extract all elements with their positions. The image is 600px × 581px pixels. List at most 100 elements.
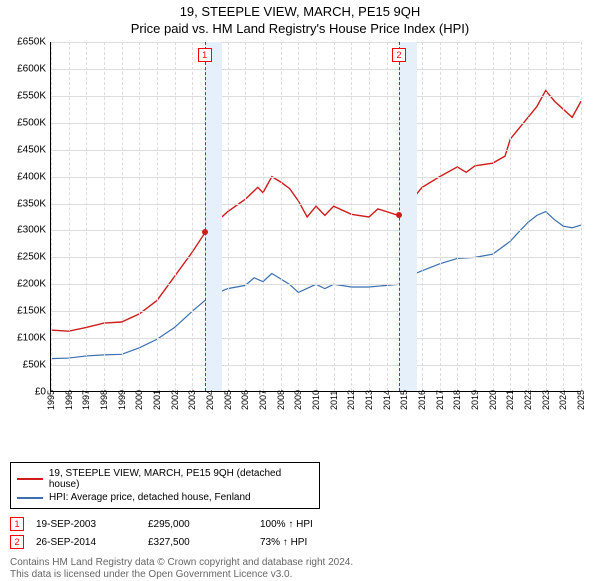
gridline-v <box>475 42 476 391</box>
footer: Contains HM Land Registry data © Crown c… <box>10 557 590 581</box>
sale-row: 2 26-SEP-2014 £327,500 73% ↑ HPI <box>10 533 590 551</box>
sale-price: £295,000 <box>148 519 248 530</box>
x-tick-label: 2021 <box>505 390 515 410</box>
gridline-v <box>51 42 52 391</box>
y-tick-label: £200K <box>17 279 46 290</box>
gridline-v <box>563 42 564 391</box>
gridline-v <box>298 42 299 391</box>
gridline-v <box>192 42 193 391</box>
sales-table: 119-SEP-2003£295,000100% ↑ HPI226-SEP-20… <box>10 515 590 551</box>
legend-swatch <box>17 478 43 480</box>
gridline-v <box>139 42 140 391</box>
sale-price: £327,500 <box>148 537 248 548</box>
y-tick-label: £450K <box>17 144 46 155</box>
legend-label: HPI: Average price, detached house, Fenl… <box>49 492 251 503</box>
sale-index-box: 2 <box>10 535 24 549</box>
page-subtitle: Price paid vs. HM Land Registry's House … <box>10 21 590 36</box>
y-tick-label: £300K <box>17 225 46 236</box>
x-tick-label: 2000 <box>134 390 144 410</box>
x-tick-label: 2017 <box>435 390 445 410</box>
x-tick-label: 2011 <box>329 391 339 410</box>
y-tick-label: £250K <box>17 252 46 263</box>
y-tick-label: £0 <box>35 387 46 398</box>
gridline-v <box>387 42 388 391</box>
footer-line1: Contains HM Land Registry data © Crown c… <box>10 557 590 569</box>
footer-line2: This data is licensed under the Open Gov… <box>10 569 590 581</box>
gridline-v <box>86 42 87 391</box>
sale-date: 19-SEP-2003 <box>36 519 136 530</box>
gridline-v <box>69 42 70 391</box>
x-tick-label: 1996 <box>64 390 74 410</box>
legend: 19, STEEPLE VIEW, MARCH, PE15 9QH (detac… <box>10 462 320 509</box>
sale-index-box: 1 <box>10 517 24 531</box>
sale-row: 119-SEP-2003£295,000100% ↑ HPI <box>10 515 590 533</box>
sale-dot <box>396 212 402 218</box>
x-tick-label: 2004 <box>205 390 215 410</box>
y-tick-label: £550K <box>17 90 46 101</box>
plot-area: 12 <box>50 42 580 392</box>
y-tick-label: £400K <box>17 171 46 182</box>
chart: £0 £50K £100K £150K £200K £250K £300K £350K £400… <box>10 42 590 412</box>
gridline-v <box>281 42 282 391</box>
gridline-v <box>369 42 370 391</box>
gridline-v <box>546 42 547 391</box>
sale-vline <box>205 42 206 391</box>
x-tick-label: 2015 <box>399 390 409 410</box>
page-title: 19, STEEPLE VIEW, MARCH, PE15 9QH <box>10 4 590 19</box>
gridline-v <box>122 42 123 391</box>
x-tick-label: 2001 <box>152 390 162 410</box>
x-tick-label: 2009 <box>293 390 303 410</box>
sale-band <box>205 42 223 391</box>
gridline-v <box>528 42 529 391</box>
x-tick-label: 2016 <box>417 390 427 410</box>
gridline-v <box>440 42 441 391</box>
x-tick-label: 2003 <box>187 390 197 410</box>
x-tick-label: 2010 <box>311 390 321 410</box>
x-tick-label: 1999 <box>117 390 127 410</box>
x-tick-label: 2025 <box>576 390 586 410</box>
y-tick-label: £100K <box>17 333 46 344</box>
x-tick-label: 1998 <box>99 390 109 410</box>
gridline-v <box>104 42 105 391</box>
sale-dot <box>202 229 208 235</box>
y-tick-label: £50K <box>23 360 46 371</box>
y-tick-label: £600K <box>17 63 46 74</box>
gridline-v <box>334 42 335 391</box>
y-tick-label: £350K <box>17 198 46 209</box>
x-tick-label: 2018 <box>452 390 462 410</box>
gridline-v <box>228 42 229 391</box>
x-tick-label: 2005 <box>223 390 233 410</box>
x-axis: 1995199619971998199920002001200220032004… <box>50 392 580 418</box>
x-tick-label: 2012 <box>346 390 356 410</box>
gridline-v <box>581 42 582 391</box>
x-tick-label: 2002 <box>170 390 180 410</box>
x-tick-label: 1997 <box>81 390 91 410</box>
gridline-v <box>263 42 264 391</box>
gridline-v <box>351 42 352 391</box>
x-tick-label: 2007 <box>258 390 268 410</box>
x-tick-label: 2008 <box>276 390 286 410</box>
chart-container: 19, STEEPLE VIEW, MARCH, PE15 9QH Price … <box>0 0 600 581</box>
y-tick-label: £150K <box>17 306 46 317</box>
gridline-v <box>510 42 511 391</box>
x-tick-label: 2024 <box>558 390 568 410</box>
gridline-v <box>316 42 317 391</box>
x-tick-label: 2020 <box>488 390 498 410</box>
y-axis: £0£50K£100K£150K£200K£250K£300K£350K£400… <box>10 42 50 392</box>
x-tick-label: 1995 <box>46 390 56 410</box>
gridline-v <box>422 42 423 391</box>
x-tick-label: 2006 <box>240 390 250 410</box>
x-tick-label: 2019 <box>470 390 480 410</box>
sale-marker-box: 1 <box>198 48 212 62</box>
gridline-v <box>493 42 494 391</box>
legend-swatch <box>17 497 43 499</box>
x-tick-label: 2022 <box>523 390 533 410</box>
sale-pct: 73% ↑ HPI <box>260 537 350 548</box>
legend-item: 19, STEEPLE VIEW, MARCH, PE15 9QH (detac… <box>17 467 313 491</box>
gridline-v <box>175 42 176 391</box>
y-tick-label: £650K <box>17 37 46 48</box>
sale-date: 26-SEP-2014 <box>36 537 136 548</box>
x-tick-label: 2013 <box>364 390 374 410</box>
x-tick-label: 2023 <box>541 390 551 410</box>
gridline-v <box>245 42 246 391</box>
